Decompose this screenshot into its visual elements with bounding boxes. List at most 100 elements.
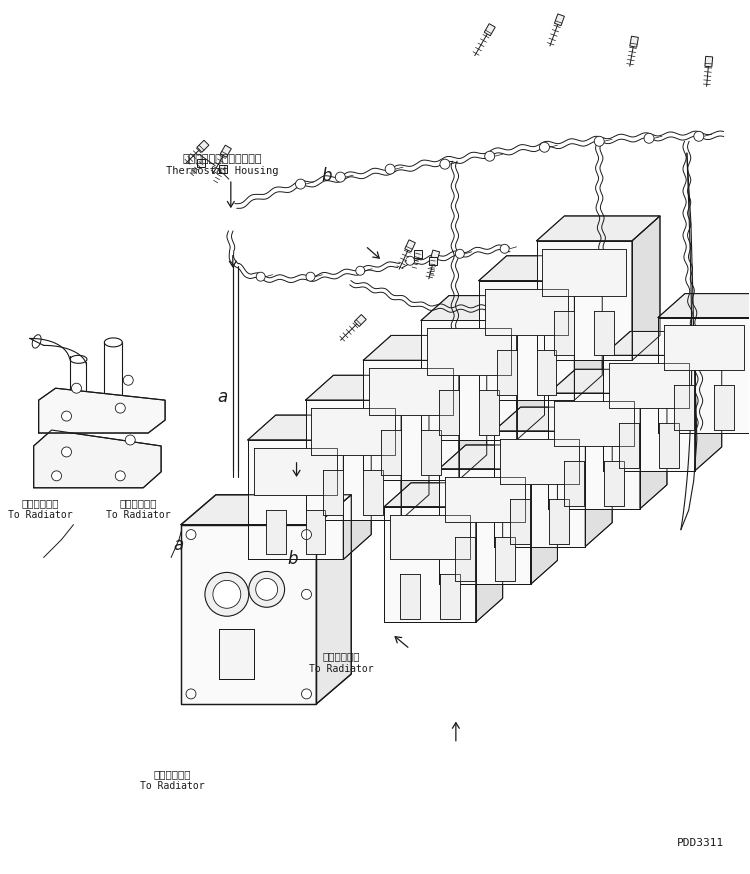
Circle shape	[664, 377, 678, 390]
Polygon shape	[476, 482, 502, 622]
Polygon shape	[266, 510, 286, 554]
Circle shape	[594, 136, 604, 146]
Polygon shape	[305, 400, 401, 520]
Circle shape	[335, 172, 345, 182]
Circle shape	[377, 378, 401, 402]
Polygon shape	[632, 216, 660, 360]
Circle shape	[644, 134, 654, 143]
Circle shape	[550, 259, 574, 282]
Polygon shape	[659, 423, 679, 468]
Circle shape	[498, 303, 512, 317]
Polygon shape	[536, 241, 632, 360]
Polygon shape	[664, 325, 744, 371]
Polygon shape	[429, 257, 437, 265]
Polygon shape	[495, 537, 514, 581]
Circle shape	[320, 418, 344, 442]
Circle shape	[435, 338, 459, 363]
Circle shape	[116, 403, 125, 413]
Circle shape	[495, 485, 518, 509]
Polygon shape	[414, 250, 422, 258]
Circle shape	[363, 418, 387, 442]
Circle shape	[116, 471, 125, 481]
Polygon shape	[585, 407, 612, 546]
Polygon shape	[510, 499, 530, 544]
Polygon shape	[197, 159, 205, 167]
Circle shape	[325, 423, 338, 437]
Polygon shape	[459, 336, 487, 480]
Polygon shape	[550, 499, 569, 544]
Polygon shape	[344, 415, 371, 559]
Polygon shape	[554, 14, 565, 25]
Polygon shape	[565, 461, 584, 506]
Circle shape	[421, 378, 445, 402]
Circle shape	[500, 245, 509, 253]
Polygon shape	[401, 375, 429, 520]
Circle shape	[386, 164, 395, 174]
Text: Thermostat Housing: Thermostat Housing	[166, 166, 278, 176]
Polygon shape	[536, 216, 660, 241]
Polygon shape	[219, 165, 226, 173]
Polygon shape	[609, 364, 688, 408]
Polygon shape	[305, 375, 429, 400]
Polygon shape	[363, 470, 383, 515]
Circle shape	[186, 689, 196, 699]
Polygon shape	[384, 482, 502, 507]
Polygon shape	[430, 250, 439, 261]
Circle shape	[670, 334, 694, 357]
Polygon shape	[400, 574, 420, 619]
Circle shape	[599, 264, 613, 278]
Circle shape	[440, 159, 450, 170]
Polygon shape	[604, 461, 624, 506]
Polygon shape	[369, 368, 453, 415]
Circle shape	[694, 131, 703, 142]
Polygon shape	[658, 294, 750, 317]
Circle shape	[125, 435, 135, 445]
Circle shape	[249, 572, 284, 607]
Polygon shape	[574, 256, 602, 400]
Polygon shape	[554, 310, 574, 356]
Polygon shape	[478, 256, 602, 281]
Polygon shape	[440, 574, 460, 619]
Circle shape	[560, 409, 584, 433]
Polygon shape	[316, 495, 351, 704]
Circle shape	[675, 338, 688, 352]
Polygon shape	[248, 440, 344, 559]
Circle shape	[382, 383, 396, 397]
Polygon shape	[439, 390, 459, 435]
Polygon shape	[248, 415, 371, 440]
Polygon shape	[478, 281, 574, 400]
Circle shape	[556, 264, 569, 278]
Polygon shape	[454, 537, 475, 581]
Circle shape	[511, 452, 524, 466]
Circle shape	[123, 375, 134, 385]
Polygon shape	[220, 145, 231, 157]
Polygon shape	[219, 629, 254, 679]
Polygon shape	[500, 439, 579, 484]
Circle shape	[604, 409, 628, 433]
Text: ラジエータへ: ラジエータへ	[120, 498, 158, 509]
Polygon shape	[34, 430, 161, 488]
Polygon shape	[484, 288, 568, 336]
Polygon shape	[484, 24, 495, 36]
Circle shape	[306, 272, 315, 281]
Circle shape	[478, 338, 502, 363]
Polygon shape	[439, 445, 557, 468]
Circle shape	[440, 523, 464, 546]
Circle shape	[615, 371, 639, 395]
Polygon shape	[630, 36, 638, 47]
Polygon shape	[517, 295, 544, 440]
Polygon shape	[674, 385, 694, 430]
Circle shape	[714, 334, 738, 357]
Circle shape	[426, 383, 440, 397]
Circle shape	[554, 452, 568, 466]
Circle shape	[256, 272, 265, 281]
Circle shape	[62, 411, 71, 421]
Polygon shape	[594, 310, 614, 356]
Circle shape	[456, 489, 470, 503]
Circle shape	[406, 256, 415, 265]
Text: To Radiator: To Radiator	[106, 510, 171, 520]
Circle shape	[566, 414, 579, 428]
Polygon shape	[421, 430, 441, 475]
Text: PDD3311: PDD3311	[676, 838, 724, 849]
Polygon shape	[181, 495, 351, 524]
